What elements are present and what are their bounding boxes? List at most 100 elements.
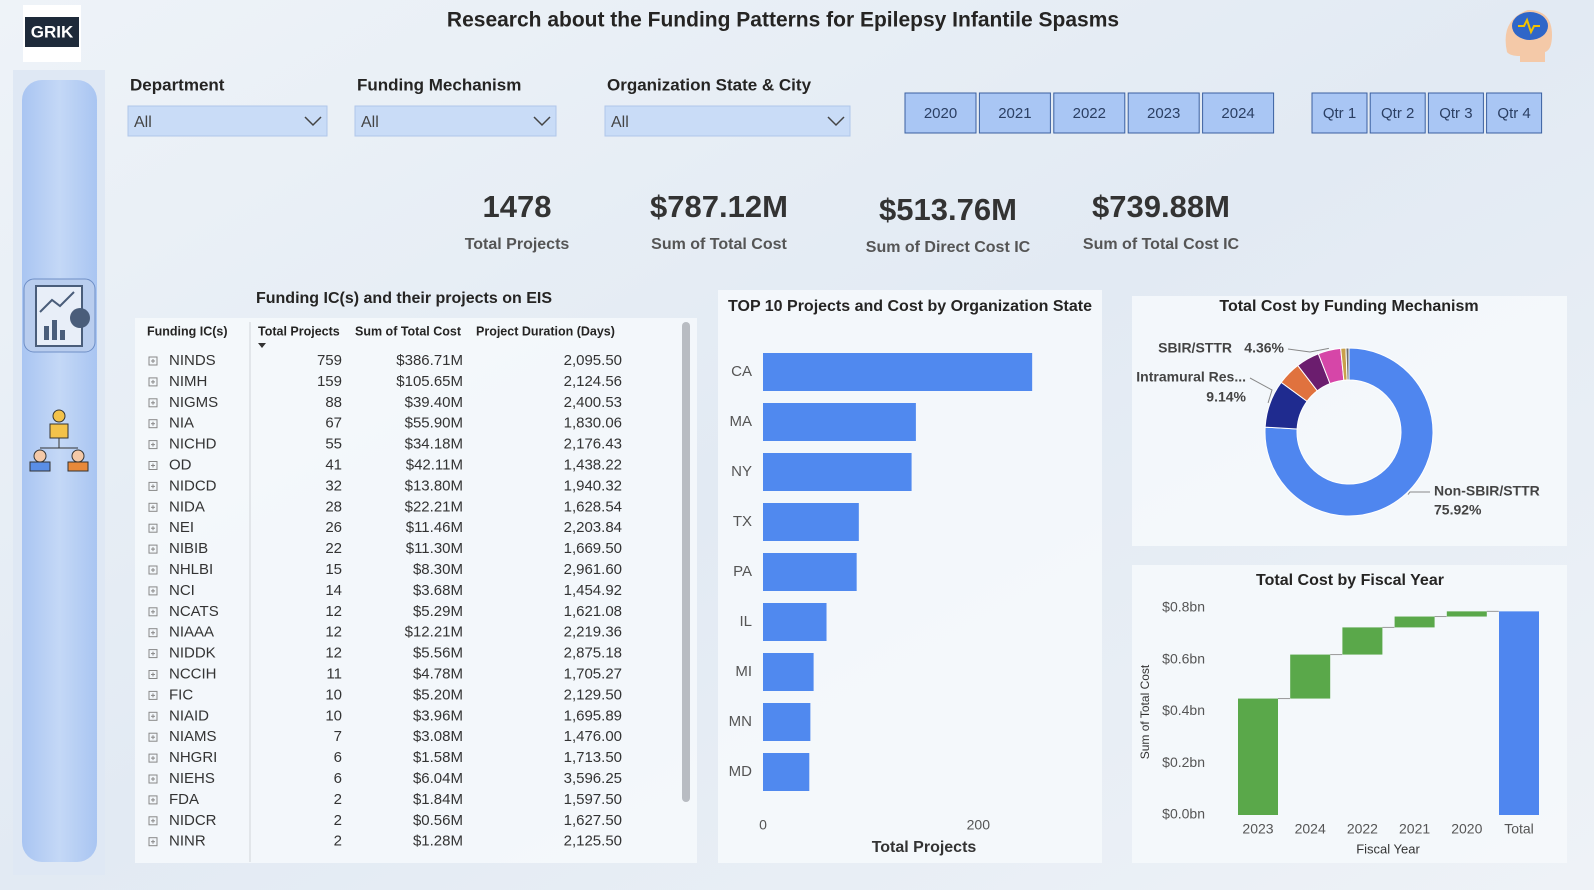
bar <box>763 653 814 691</box>
dropdown[interactable] <box>604 105 851 137</box>
dropdown[interactable] <box>354 105 557 137</box>
table-cell: 12 <box>325 603 342 620</box>
expand-icon[interactable] <box>148 837 158 847</box>
quarter-label: Qtr 4 <box>1497 105 1530 122</box>
year-button[interactable] <box>978 92 1051 134</box>
expand-icon[interactable] <box>148 565 158 575</box>
table-cell: 11 <box>326 665 342 682</box>
expand-icon[interactable] <box>148 398 158 408</box>
table-cell: NCCIH <box>169 665 217 682</box>
table-cell: 12 <box>325 624 342 641</box>
expand-icon[interactable] <box>148 795 158 805</box>
table-cell: NHGRI <box>169 749 217 766</box>
expand-icon[interactable] <box>148 440 158 450</box>
quarter-button[interactable] <box>1369 92 1426 134</box>
year-label: 2024 <box>1221 105 1254 122</box>
y-tick-label: $0.0bn <box>1162 806 1205 822</box>
slice-value: 75.92% <box>1434 502 1482 518</box>
table-cell: $34.18M <box>405 436 463 453</box>
table-cell: NINDS <box>169 352 216 369</box>
column-header: Funding IC(s) <box>147 324 228 338</box>
table-cell: NHLBI <box>169 561 213 578</box>
team-icon[interactable] <box>29 409 89 472</box>
table-cell: NIA <box>169 415 194 432</box>
year-button[interactable] <box>904 92 977 134</box>
y-tick-label: TX <box>733 513 752 530</box>
leader-line <box>1249 377 1273 404</box>
expand-icon[interactable] <box>148 816 158 826</box>
table-cell: NIMH <box>169 373 207 390</box>
waterfall-bar <box>1499 611 1539 815</box>
y-tick-label: $0.8bn <box>1162 599 1205 615</box>
year-label: 2023 <box>1147 105 1180 122</box>
column-header: Total Projects <box>258 324 340 338</box>
table-cell: $8.30M <box>413 561 463 578</box>
table-cell: $55.90M <box>405 415 463 432</box>
year-button[interactable] <box>1127 92 1200 134</box>
slice-label: SBIR/STTR <box>1158 340 1232 356</box>
year-button[interactable] <box>1202 92 1275 134</box>
expand-icon[interactable] <box>148 502 158 512</box>
slice-label: Intramural Res... <box>1136 369 1246 385</box>
quarter-button[interactable] <box>1311 92 1368 134</box>
expand-icon[interactable] <box>148 670 158 679</box>
y-tick-label: MI <box>735 663 752 680</box>
bar <box>763 753 810 791</box>
y-tick-label: $0.6bn <box>1162 650 1205 666</box>
expand-icon[interactable] <box>148 523 158 533</box>
chart-title: Total Cost by Fiscal Year <box>1256 572 1444 589</box>
table-cell: NIBIB <box>169 540 208 557</box>
table-cell: NCI <box>169 582 195 599</box>
expand-icon[interactable] <box>148 690 158 700</box>
expand-icon[interactable] <box>148 481 158 491</box>
table-cell: 2,095.50 <box>564 352 622 369</box>
table-cell: $3.96M <box>413 707 463 724</box>
y-tick-label: NY <box>731 463 752 480</box>
sidebar-panel <box>22 80 97 862</box>
x-tick-label: 2020 <box>1451 821 1482 837</box>
dropdown-arrow <box>827 116 845 127</box>
expand-icon[interactable] <box>148 711 158 721</box>
expand-icon[interactable] <box>148 628 158 638</box>
table-cell: FDA <box>169 791 199 808</box>
table-cell: NIGMS <box>169 394 218 411</box>
table-cell: $105.65M <box>396 373 463 390</box>
expand-icon[interactable] <box>148 544 158 554</box>
expand-icon[interactable] <box>148 419 158 429</box>
expand-icon[interactable] <box>148 377 158 387</box>
leader-line <box>1287 347 1329 353</box>
expand-icon[interactable] <box>148 607 158 617</box>
expand-icon[interactable] <box>148 356 158 366</box>
year-button[interactable] <box>1053 92 1126 134</box>
dropdown[interactable] <box>127 105 328 137</box>
table-cell: $4.78M <box>413 665 463 682</box>
kpi-label: Sum of Direct Cost IC <box>866 239 1031 256</box>
expand-icon[interactable] <box>148 753 158 763</box>
y-tick-label: PA <box>733 563 752 580</box>
table-cell: 67 <box>325 415 342 432</box>
expand-icon[interactable] <box>148 461 158 470</box>
x-tick-label: 2023 <box>1242 821 1273 837</box>
expand-icon[interactable] <box>148 586 158 596</box>
expand-icon[interactable] <box>148 732 158 742</box>
leader-line <box>1407 491 1430 495</box>
waterfall-bar <box>1446 611 1487 617</box>
table-cell: 26 <box>325 519 342 536</box>
quarter-button[interactable] <box>1427 92 1484 134</box>
table-cell: 10 <box>325 686 342 703</box>
bar <box>763 453 912 491</box>
table-title: Funding IC(s) and their projects on EIS <box>256 290 552 307</box>
table-cell: OD <box>169 456 192 473</box>
table-cell: FIC <box>169 686 193 703</box>
expand-icon[interactable] <box>148 774 158 784</box>
scrollbar[interactable] <box>682 322 690 802</box>
table-cell: 1,705.27 <box>564 665 622 682</box>
x-tick-label: 0 <box>759 817 767 833</box>
table-cell: $3.08M <box>413 728 463 745</box>
quarter-button[interactable] <box>1486 92 1543 134</box>
expand-icon[interactable] <box>148 649 158 659</box>
sort-indicator <box>258 343 266 348</box>
x-axis-title: Total Projects <box>872 839 977 856</box>
bar <box>763 353 1033 391</box>
